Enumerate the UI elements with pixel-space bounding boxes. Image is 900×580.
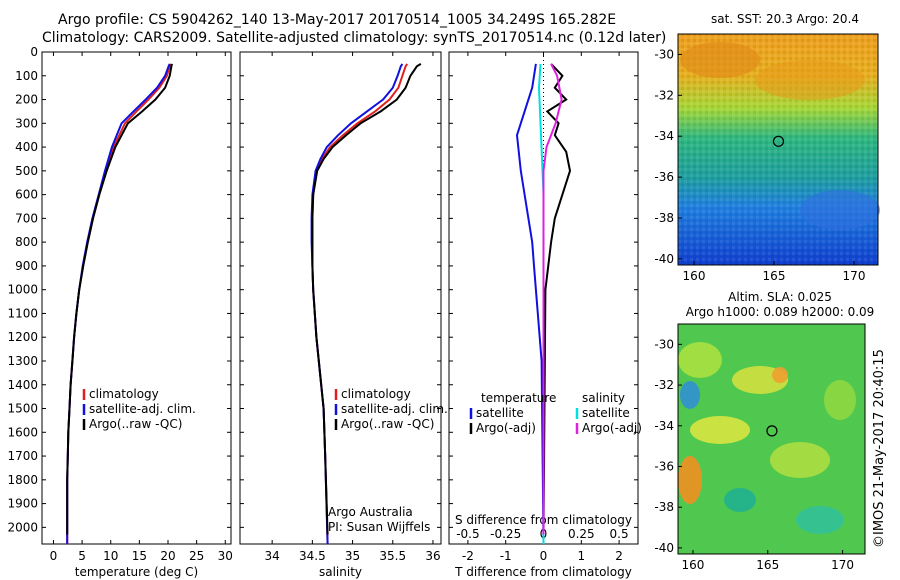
legend-label: Argo(..raw -QC)	[89, 417, 182, 431]
panel-frame	[41, 51, 232, 545]
y-tick-label: 1700	[7, 449, 38, 463]
map-y-tick-label: -30	[654, 337, 674, 351]
y-tick-label: 1900	[7, 497, 38, 511]
map-sla-title-line2: Argo h1000: 0.089 h2000: 0.09	[686, 305, 875, 319]
map-y-tick-label: -30	[654, 47, 674, 61]
map-y-tick-label: -36	[654, 170, 674, 184]
s-tick-label: 0.5	[610, 527, 629, 541]
map-x-tick-label: 165	[763, 269, 786, 283]
legend-label: satellite-adj. clim.	[89, 402, 196, 416]
legend-label: temperature	[481, 391, 556, 405]
profile-panel-2: 34 34.5 35 35.5 36 salinity climatologysatelli…	[239, 51, 448, 579]
x-tick-label: 35	[345, 549, 360, 563]
panel-frame	[239, 51, 442, 545]
map-x-tick-label: 165	[756, 558, 779, 572]
y-tick-label: 300	[15, 116, 38, 130]
series-line-3	[66, 63, 173, 535]
profile-panel-1: 0100200300400500600700800900100011001200…	[7, 45, 232, 579]
series-line-1	[515, 63, 545, 545]
legend-label: salinity	[582, 391, 625, 405]
y-tick-label: 1600	[7, 425, 38, 439]
x-tick-label: 30	[218, 549, 233, 563]
legend-label: Argo(-adj)	[476, 421, 536, 435]
map-sst-title: sat. SST: 20.3 Argo: 20.4	[711, 12, 859, 26]
y-tick-label: 1300	[7, 354, 38, 368]
y-tick-label: 1000	[7, 283, 38, 297]
y-tick-label: 1800	[7, 473, 38, 487]
x-axis-label: salinity	[319, 565, 362, 579]
legend-label: climatology	[341, 387, 411, 401]
map-y-tick-label: -32	[654, 378, 674, 392]
y-tick-label: 2000	[7, 520, 38, 534]
y-tick-label: 800	[15, 235, 38, 249]
y-tick-label: 900	[15, 259, 38, 273]
y-tick-label: 400	[15, 140, 38, 154]
y-tick-label: 1500	[7, 402, 38, 416]
s-tick-label: -0.5	[456, 527, 479, 541]
x-tick-label: 25	[189, 549, 204, 563]
profile-panel-3: -2 -1 0 1 2 T difference from climatology -0.5…	[448, 51, 642, 579]
legend-label: Argo(..raw -QC)	[341, 417, 434, 431]
map-x-tick-label: 170	[831, 558, 854, 572]
x-axis-label: temperature (deg C)	[75, 565, 198, 579]
x-tick-label: 35.5	[379, 549, 406, 563]
figure-title-line1: Argo profile: CS 5904262_140 13-May-2017…	[58, 12, 617, 28]
x-tick-label: 20	[160, 549, 175, 563]
x-tick-label: -2	[462, 549, 474, 563]
credit-stamp: ©IMOS 21-May-2017 20:40:15	[872, 349, 887, 548]
y-tick-label: 1400	[7, 378, 38, 392]
x-tick-label: 1	[577, 549, 585, 563]
x-tick-label: 0	[540, 549, 548, 563]
y-tick-label: 100	[15, 69, 38, 83]
series-line-2	[542, 63, 572, 535]
legend-label: satellite-adj. clim.	[341, 402, 448, 416]
s-tick-label: 0.25	[568, 527, 595, 541]
map-y-tick-label: -34	[654, 129, 674, 143]
legend-label: satellite	[582, 406, 630, 420]
map-y-tick-label: -32	[654, 88, 674, 102]
x-tick-label: 34	[265, 549, 280, 563]
map-y-tick-label: -38	[654, 211, 674, 225]
series-line-1	[66, 63, 172, 544]
series-line-4	[542, 63, 563, 535]
map-x-tick-label: 170	[843, 269, 866, 283]
y-tick-label: 200	[15, 93, 38, 107]
y-tick-label: 700	[15, 211, 38, 225]
map-x-tick-label: 160	[682, 558, 705, 572]
x-tick-label: 34.5	[299, 549, 326, 563]
y-tick-label: 1200	[7, 330, 38, 344]
series-line-3	[311, 63, 422, 535]
x-tick-label: 2	[615, 549, 623, 563]
figure-title-line2: Climatology: CARS2009. Satellite-adjuste…	[42, 30, 667, 46]
annotation-line: Argo Australia	[328, 505, 413, 519]
map-sla-float-marker	[766, 425, 778, 437]
map-sla-title-line1: Altim. SLA: 0.025	[728, 290, 832, 304]
map-sla: Altim. SLA: 0.025 Argo h1000: 0.089 h200…	[654, 290, 874, 572]
x-tick-label: 5	[78, 549, 86, 563]
s-tick-label: -0.25	[490, 527, 521, 541]
map-y-tick-label: -40	[654, 252, 674, 266]
map-y-tick-label: -40	[654, 541, 674, 555]
y-tick-label: 600	[15, 188, 38, 202]
map-y-tick-label: -36	[654, 459, 674, 473]
y-tick-label: 500	[15, 164, 38, 178]
x-tick-label: 10	[103, 549, 118, 563]
map-y-tick-label: -34	[654, 419, 674, 433]
x-tick-label: -1	[500, 549, 512, 563]
x-tick-label: 36	[425, 549, 440, 563]
legend-label: Argo(-adj)	[582, 421, 642, 435]
legend-label: climatology	[89, 387, 159, 401]
annotation-line: PI: Susan Wijffels	[328, 520, 430, 534]
x-tick-label: 15	[132, 549, 147, 563]
x-tick-label: 0	[50, 549, 58, 563]
map-y-tick-label: -38	[654, 500, 674, 514]
y-tick-label: 0	[30, 45, 38, 59]
map-sst-float-marker	[772, 135, 785, 147]
map-x-tick-label: 160	[683, 269, 706, 283]
legend-label: satellite	[476, 406, 524, 420]
map-sst: sat. SST: 20.3 Argo: 20.4 160 165 170 -30 -3…	[654, 12, 880, 283]
y-tick-label: 1100	[7, 306, 38, 320]
x-axis-label: T difference from climatology	[454, 565, 632, 579]
